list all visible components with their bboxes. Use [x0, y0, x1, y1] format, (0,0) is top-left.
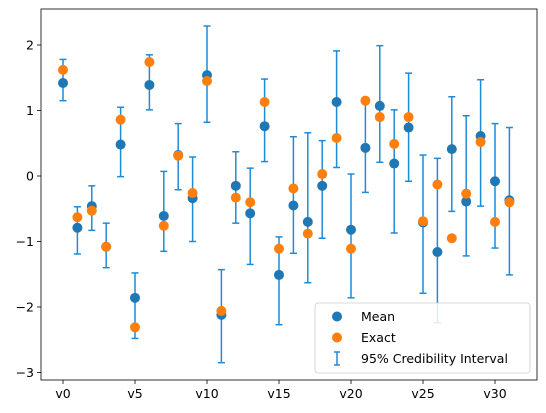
y-tick-label: −2: [16, 300, 34, 315]
mean-point-v24: [403, 122, 414, 133]
x-tick-label: v30: [483, 386, 506, 401]
mean-point-v22: [374, 100, 385, 111]
points-layer: [58, 57, 515, 333]
mean-point-v13: [245, 208, 256, 219]
error-bar-v20: [347, 173, 355, 299]
mean-point-v16: [288, 200, 299, 211]
mean-point-v0: [58, 77, 68, 88]
x-tick-label: v5: [127, 386, 142, 401]
exact-point-v13: [245, 197, 256, 208]
exact-point-v29: [475, 136, 486, 147]
x-tick-label: v20: [339, 386, 362, 401]
y-tick-label: −3: [16, 365, 34, 380]
error-bar-v16: [289, 135, 297, 255]
x-tick-label: v10: [195, 386, 218, 401]
x-tick-label: v25: [411, 386, 434, 401]
exact-point-v12: [230, 192, 241, 203]
exact-point-v28: [461, 188, 472, 199]
error-bar-v17: [304, 132, 312, 284]
mean-point-v30: [490, 176, 500, 187]
mean-point-v23: [389, 158, 400, 169]
x-tick-label: v15: [267, 386, 290, 401]
legend-interval-marker: [334, 351, 340, 366]
exact-point-v15: [274, 243, 284, 254]
error-bar-v28: [462, 114, 470, 257]
legend: Mean Exact 95% Credibility Interval: [314, 302, 531, 374]
exact-point-v1: [72, 212, 83, 223]
exact-point-v10: [202, 76, 212, 87]
exact-point-v30: [490, 216, 500, 227]
mean-point-v1: [72, 222, 83, 233]
error-bar-v23: [390, 109, 398, 234]
exact-point-v0: [58, 64, 68, 75]
x-tick-label: v0: [55, 386, 70, 401]
mean-point-v4: [115, 139, 126, 150]
exact-point-v19: [331, 133, 342, 144]
mean-point-v15: [274, 269, 284, 280]
exact-point-v9: [187, 188, 198, 199]
axes-frame: [40, 8, 538, 381]
y-axis-ticks: 2 1 0 −1 −2 −3: [16, 38, 41, 380]
legend-interval-label: 95% Credibility Interval: [361, 351, 508, 366]
mean-point-v7: [158, 210, 169, 221]
exact-point-v21: [360, 95, 371, 106]
legend-mean-label: Mean: [361, 309, 395, 324]
error-bar-v19: [333, 50, 341, 169]
exact-point-v4: [115, 114, 126, 125]
exact-point-v6: [144, 57, 155, 68]
mean-point-v14: [259, 121, 270, 132]
exact-point-v16: [288, 183, 299, 194]
mean-point-v27: [446, 144, 457, 155]
y-tick-label: 2: [26, 38, 34, 53]
mean-point-v28: [461, 196, 472, 207]
mean-point-v21: [360, 142, 371, 153]
exact-point-v5: [130, 322, 140, 333]
legend-box: [314, 302, 531, 374]
exact-point-v11: [216, 305, 227, 316]
exact-point-v24: [403, 112, 414, 123]
exact-point-v17: [302, 228, 313, 239]
mean-point-v6: [144, 79, 155, 90]
exact-point-v18: [317, 169, 328, 180]
mean-point-v18: [317, 180, 328, 191]
exact-point-v22: [374, 112, 385, 123]
legend-exact-label: Exact: [361, 330, 396, 345]
mean-point-v26: [432, 246, 443, 257]
exact-point-v25: [418, 216, 428, 227]
exact-point-v2: [86, 205, 97, 216]
mean-point-v12: [230, 180, 241, 191]
legend-exact-marker: [332, 332, 342, 343]
exact-point-v27: [446, 233, 457, 244]
x-axis-ticks: v0 v5 v10 v15 v20 v25 v30: [55, 380, 507, 401]
mean-point-v17: [302, 216, 313, 227]
exact-point-v20: [346, 243, 356, 254]
exact-point-v3: [101, 241, 112, 252]
y-tick-label: 1: [26, 103, 34, 118]
exact-point-v7: [158, 220, 169, 231]
exact-point-v14: [259, 96, 270, 107]
y-tick-label: −1: [16, 234, 34, 249]
exact-point-v31: [504, 197, 515, 208]
mean-point-v5: [130, 292, 140, 303]
error-bar-v14: [261, 78, 269, 163]
legend-mean-marker: [332, 311, 342, 322]
mean-point-v19: [331, 96, 342, 107]
exact-point-v8: [173, 150, 184, 161]
exact-point-v26: [432, 179, 443, 190]
exact-point-v23: [389, 138, 400, 149]
y-tick-label: 0: [26, 169, 34, 184]
mean-point-v20: [346, 224, 356, 235]
